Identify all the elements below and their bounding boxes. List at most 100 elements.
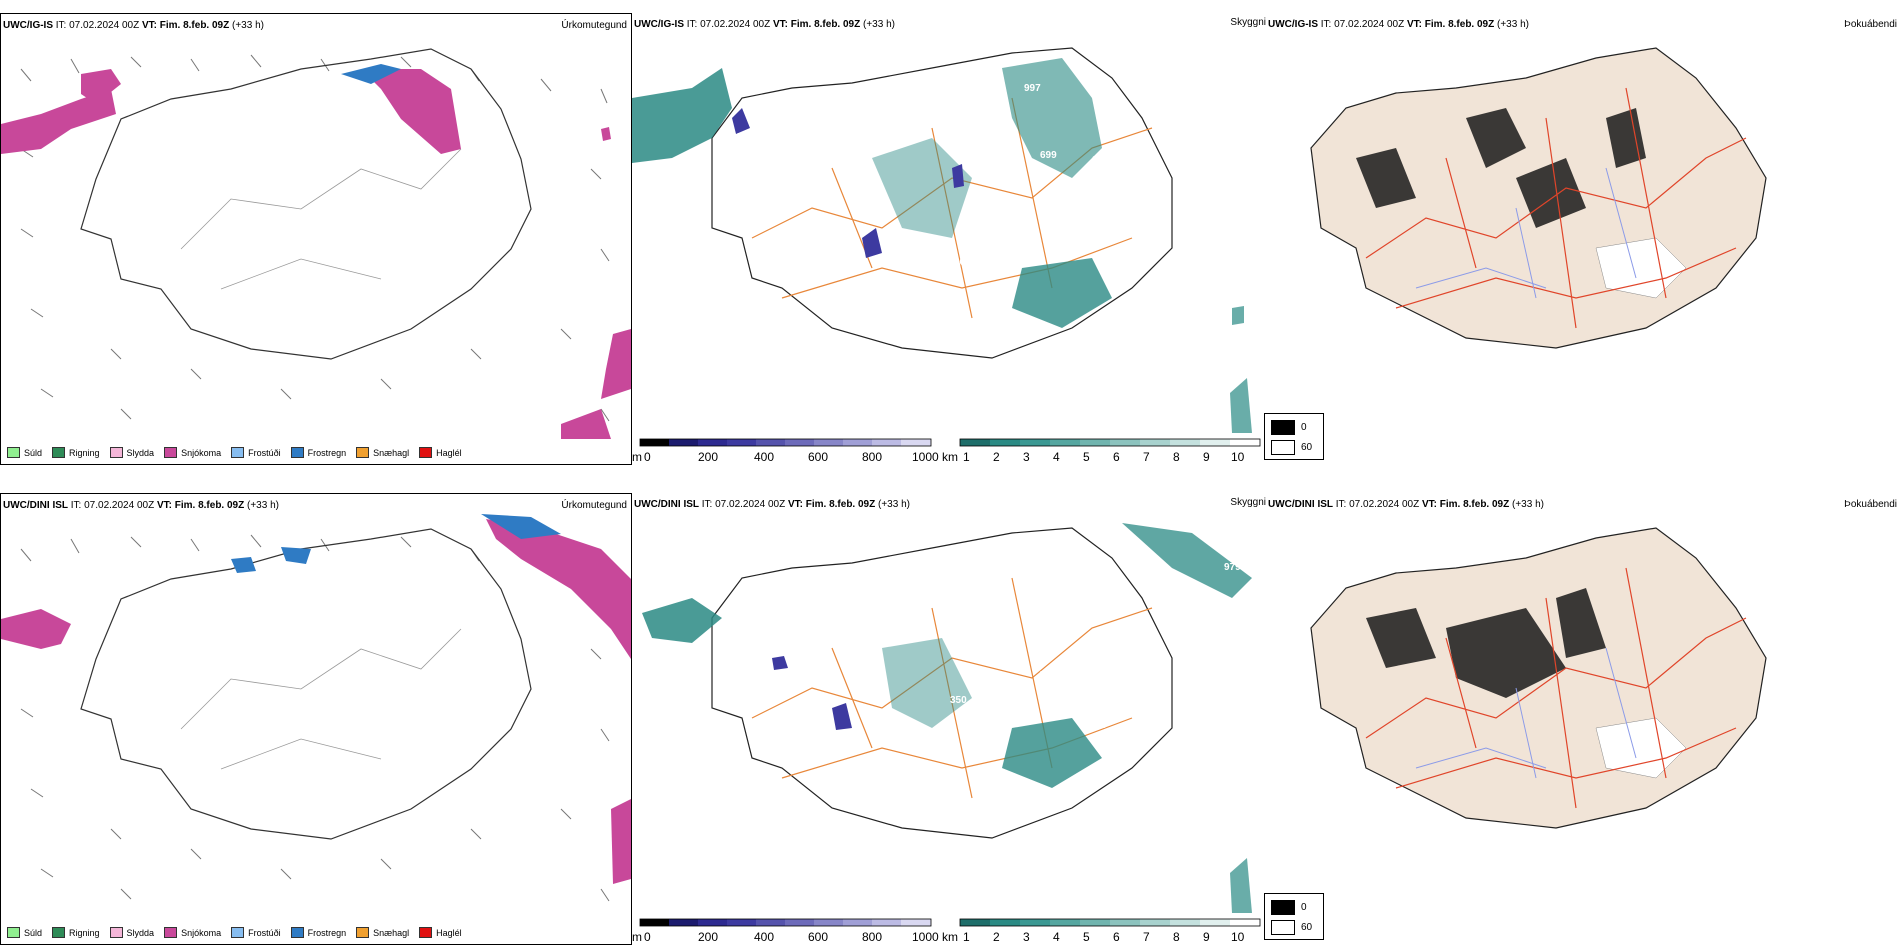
visibility-scale: km 1 2 3 4 5 6 7 8 9 10 bbox=[942, 438, 1261, 464]
precip-legend: Súld Rigning Slydda Snjókoma Frostúði Fr… bbox=[7, 927, 462, 938]
legend-swatch bbox=[419, 927, 433, 938]
scale-tick: 1 bbox=[963, 930, 970, 944]
visibility-label: 256 bbox=[1097, 172, 1114, 183]
scale-tick: 600 bbox=[808, 450, 828, 464]
fog-legend-dark-swatch bbox=[1271, 420, 1295, 435]
fog-legend: 0 60 bbox=[1264, 893, 1324, 940]
panel-header: UWC/IG-IS IT: 07.02.2024 00Z VT: Fim. 8.… bbox=[1268, 19, 1529, 30]
visibility-label: 219 bbox=[1092, 155, 1109, 166]
visibility-label: 319 bbox=[1080, 185, 1097, 196]
scale-tick: 400 bbox=[754, 930, 774, 944]
scale-tick: 8 bbox=[1173, 450, 1180, 464]
fog-legend-label: 0 bbox=[1301, 422, 1307, 433]
legend-item: Haglél bbox=[419, 927, 462, 938]
scale-tick: 9 bbox=[1203, 450, 1210, 464]
visibility-label: 720 bbox=[1040, 670, 1057, 681]
scale-tick: 400 bbox=[754, 450, 774, 464]
legend-item: Rigning bbox=[52, 447, 100, 458]
panel-title: Skyggni bbox=[1230, 17, 1266, 28]
visibility-label: 699 bbox=[1040, 150, 1057, 161]
fog-panel-igis: UWC/IG-IS IT: 07.02.2024 00Z VT: Fim. 8.… bbox=[1266, 13, 1900, 465]
fog-legend-light-swatch bbox=[1271, 920, 1295, 935]
scale-tick: 10 bbox=[1231, 930, 1245, 944]
legend-item: Snjókoma bbox=[164, 927, 221, 938]
legend-item: Súld bbox=[7, 447, 42, 458]
scale-tick: 8 bbox=[1173, 930, 1180, 944]
legend-swatch bbox=[290, 447, 304, 458]
scale-tick: 6 bbox=[1113, 450, 1120, 464]
visibility-label: 906 bbox=[672, 169, 689, 180]
legend-swatch bbox=[7, 447, 20, 458]
legend-swatch bbox=[109, 927, 123, 938]
panel-title: Úrkomutegund bbox=[561, 500, 627, 511]
legend-swatch bbox=[52, 927, 66, 938]
scale-tick: 4 bbox=[1053, 450, 1060, 464]
visibility-label: 834 bbox=[1047, 190, 1064, 201]
scale-tick: 200 bbox=[698, 930, 718, 944]
visibility-map: 997 906 863 533 699 219 834 319 256 201 bbox=[632, 47, 1252, 433]
fog-legend-label: 60 bbox=[1301, 922, 1313, 933]
legend-swatch bbox=[231, 927, 245, 938]
scale-tick: 0 bbox=[644, 450, 651, 464]
fog-legend-light-swatch bbox=[1271, 440, 1295, 455]
scale-tick: 3 bbox=[1023, 930, 1030, 944]
legend-swatch bbox=[290, 927, 304, 938]
legend-item: Frostregn bbox=[290, 927, 346, 938]
panel-header: UWC/DINI ISL IT: 07.02.2024 00Z VT: Fim.… bbox=[3, 500, 279, 511]
legend-item: Snjókoma bbox=[164, 447, 221, 458]
visibility-scale: km 1 2 3 4 5 6 7 8 9 10 bbox=[942, 918, 1261, 944]
scale-tick: 600 bbox=[808, 930, 828, 944]
legend-swatch bbox=[109, 447, 123, 458]
visibility-map: 979 720 540 350 bbox=[642, 523, 1252, 913]
legend-item: Rigning bbox=[52, 927, 100, 938]
scale-tick: 7 bbox=[1143, 450, 1150, 464]
visibility-label: 979 bbox=[1224, 562, 1241, 573]
legend-swatch bbox=[7, 927, 20, 938]
scale-tick: 1000 bbox=[912, 450, 939, 464]
panel-header: UWC/IG-IS IT: 07.02.2024 00Z VT: Fim. 8.… bbox=[634, 19, 895, 30]
legend-swatch bbox=[52, 447, 66, 458]
legend-item: Súld bbox=[7, 927, 42, 938]
legend-swatch bbox=[419, 447, 433, 458]
fog-legend: 0 60 bbox=[1264, 413, 1324, 460]
scale-tick: 3 bbox=[1023, 450, 1030, 464]
scale-tick: 5 bbox=[1083, 450, 1090, 464]
legend-item: Frostúði bbox=[231, 447, 281, 458]
legend-item: Haglél bbox=[419, 447, 462, 458]
scale-tick: 4 bbox=[1053, 930, 1060, 944]
legend-item: Slydda bbox=[109, 927, 154, 938]
scale-unit: km bbox=[942, 450, 958, 464]
legend-swatch bbox=[356, 447, 370, 458]
visibility-label: 540 bbox=[1090, 720, 1107, 731]
panel-title: Þokuábendi bbox=[1844, 499, 1897, 510]
legend-item: Frostregn bbox=[290, 447, 346, 458]
scale-tick: 6 bbox=[1113, 930, 1120, 944]
scale-tick: 1000 bbox=[912, 930, 939, 944]
fog-panel-dini: UWC/DINI ISL IT: 07.02.2024 00Z VT: Fim.… bbox=[1266, 493, 1900, 945]
scale-tick: 5 bbox=[1083, 930, 1090, 944]
legend-item: Snæhagl bbox=[356, 927, 409, 938]
precip-map bbox=[1, 514, 631, 902]
panel-title: Skyggni bbox=[1230, 497, 1266, 508]
fog-map bbox=[1310, 527, 1767, 829]
legend-swatch bbox=[164, 447, 178, 458]
visibility-panel-igis: UWC/IG-IS IT: 07.02.2024 00Z VT: Fim. 8.… bbox=[632, 13, 1266, 465]
fog-legend-dark-swatch bbox=[1271, 900, 1295, 915]
scale-tick: 200 bbox=[698, 450, 718, 464]
visibility-label: 997 bbox=[1024, 83, 1041, 94]
panel-header: UWC/DINI ISL IT: 07.02.2024 00Z VT: Fim.… bbox=[1268, 499, 1544, 510]
scale-tick: 10 bbox=[1231, 450, 1245, 464]
legend-swatch bbox=[356, 927, 370, 938]
visibility-label: 350 bbox=[950, 695, 967, 706]
cloudbase-scale: m 0 200 400 600 800 1000 bbox=[632, 918, 939, 944]
scale-tick: 2 bbox=[993, 930, 1000, 944]
visibility-panel-dini: UWC/DINI ISL IT: 07.02.2024 00Z VT: Fim.… bbox=[632, 493, 1266, 945]
scale-tick: 0 bbox=[644, 930, 651, 944]
scale-tick: 800 bbox=[862, 450, 882, 464]
scale-tick: 9 bbox=[1203, 930, 1210, 944]
visibility-label: 863 bbox=[641, 182, 658, 193]
scale-tick: 7 bbox=[1143, 930, 1150, 944]
scale-tick: 2 bbox=[993, 450, 1000, 464]
legend-item: Slydda bbox=[109, 447, 154, 458]
fog-legend-label: 60 bbox=[1301, 442, 1313, 453]
